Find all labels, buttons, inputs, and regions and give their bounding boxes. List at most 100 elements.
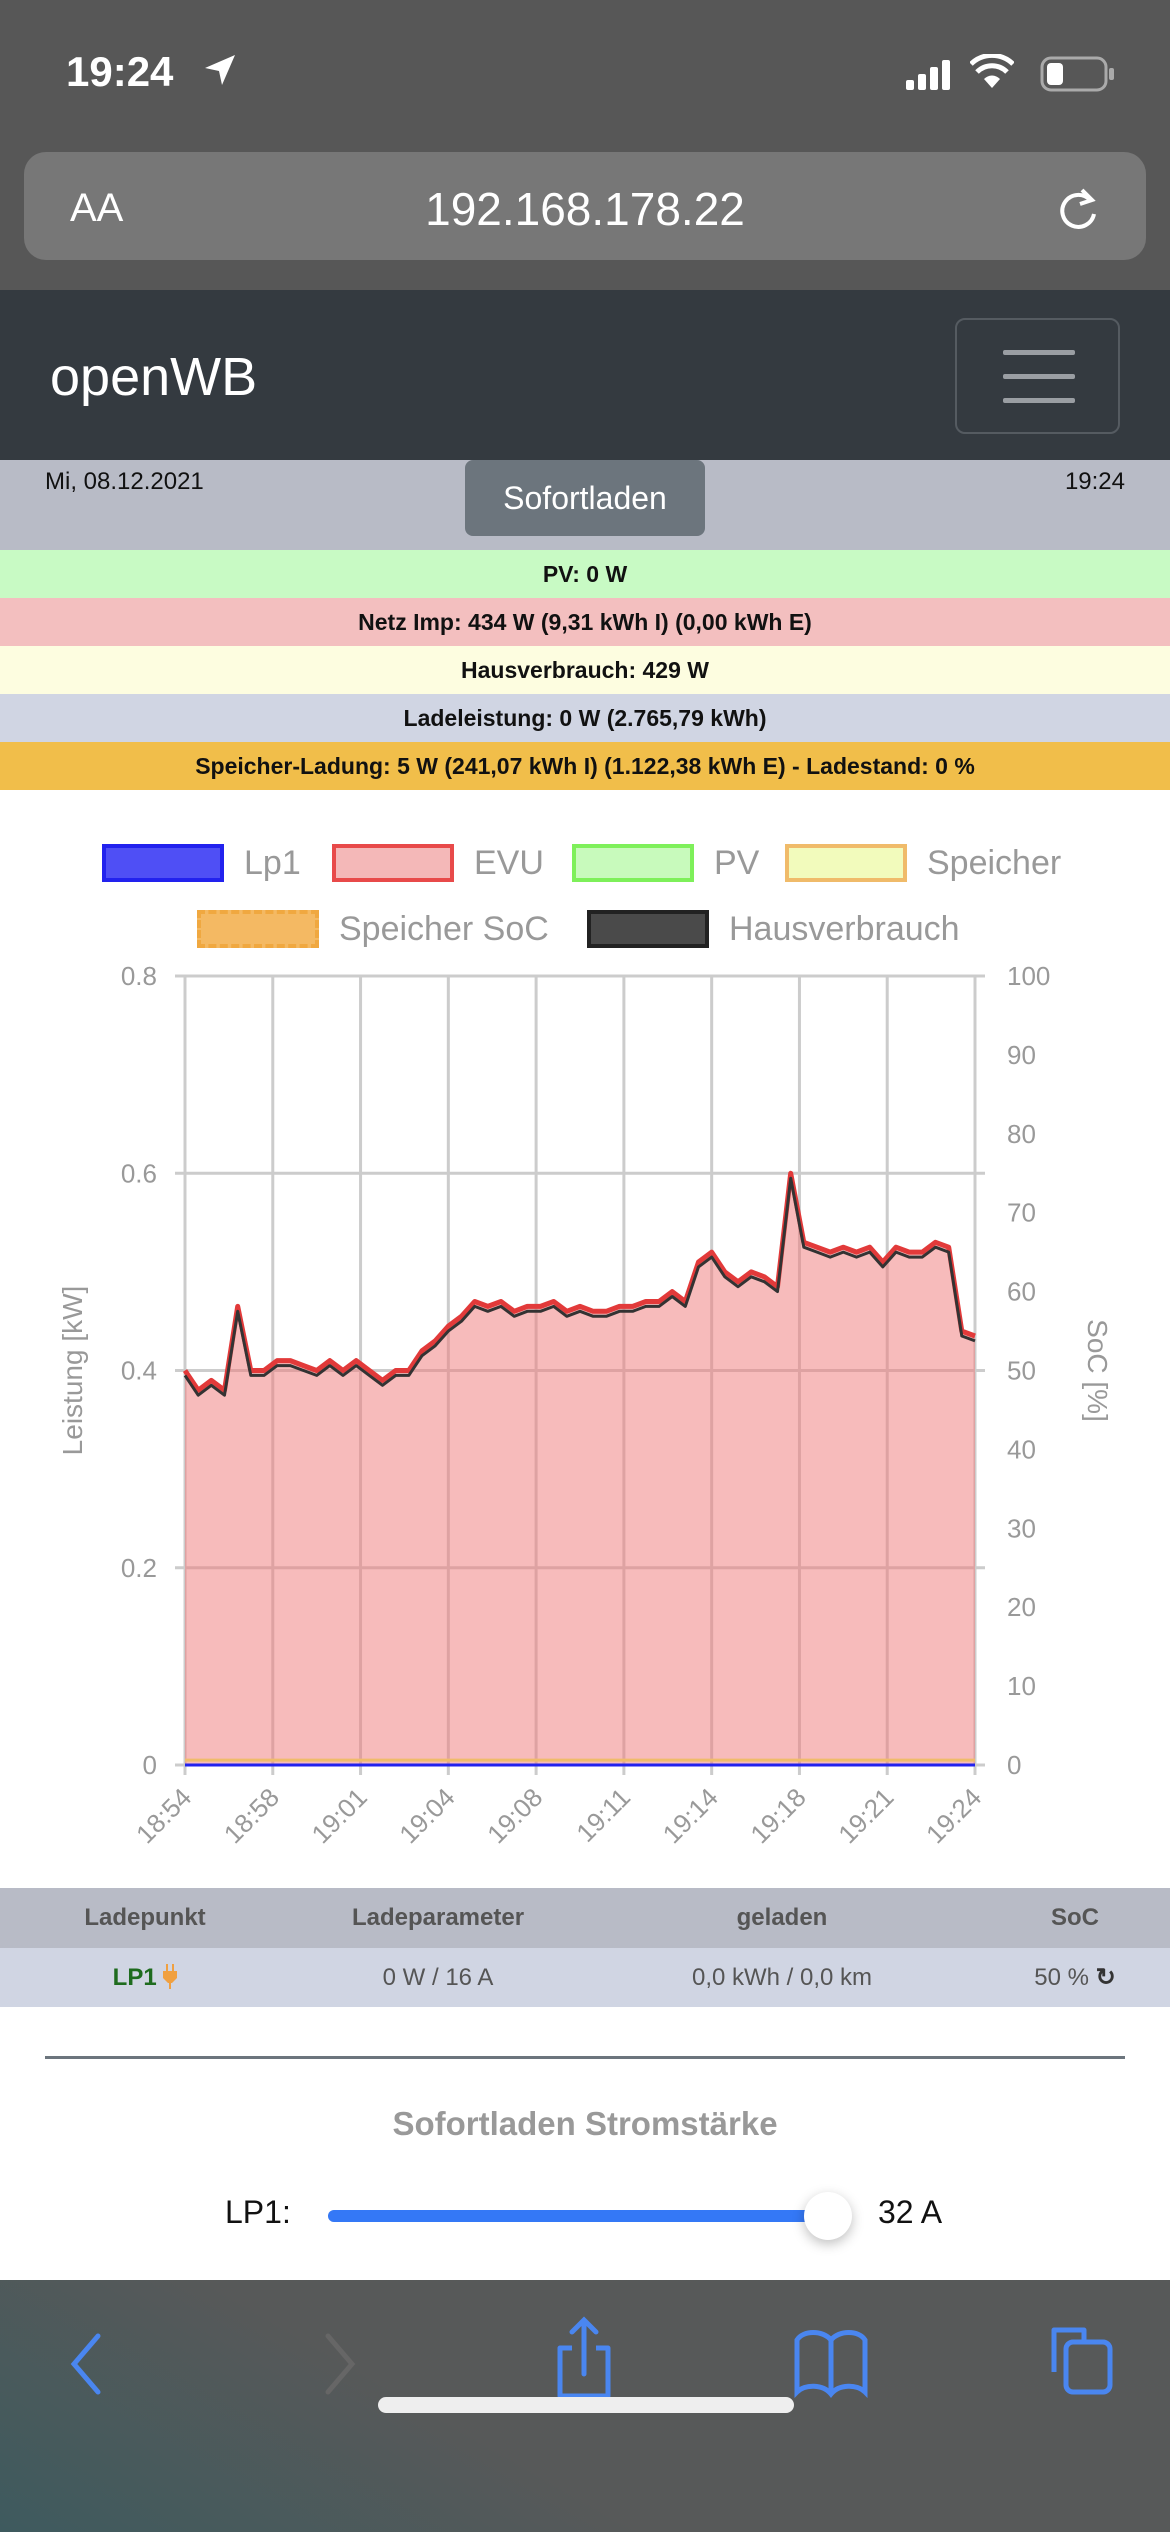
back-icon[interactable]	[66, 2332, 106, 2396]
mode-button[interactable]: Sofortladen	[465, 460, 705, 536]
hamburger-icon	[1003, 350, 1075, 355]
wifi-icon	[970, 54, 1014, 88]
current-slider[interactable]	[328, 2192, 852, 2240]
y2-tick-label: 50	[1007, 1356, 1036, 1386]
info-ladeleistung: Ladeleistung: 0 W (2.765,79 kWh)	[0, 694, 1170, 742]
y2-tick-label: 0	[1007, 1750, 1021, 1780]
sofortladen-title: Sofortladen Stromstärke	[392, 2105, 778, 2142]
y2-axis-title: SoC [%]	[1082, 1319, 1113, 1422]
info-speicher: Speicher-Ladung: 5 W (241,07 kWh I) (1.1…	[0, 742, 1170, 790]
legend-item-evu[interactable]: EVU	[332, 843, 544, 883]
x-tick-label: 19:08	[481, 1782, 548, 1849]
y2-tick-label: 40	[1007, 1434, 1036, 1464]
cell-ladepunkt: LP1	[45, 1948, 245, 2007]
y2-tick-label: 20	[1007, 1592, 1036, 1622]
cell-geladen: 0,0 kWh / 0,0 km	[691, 1964, 873, 1991]
col-header-soc: SoC	[1051, 1904, 1099, 1931]
hamburger-icon-line	[1003, 398, 1075, 403]
cell-soc: 50 % ↻	[975, 1948, 1170, 2007]
battery-icon	[1040, 56, 1114, 92]
home-indicator	[378, 2397, 794, 2413]
forward-icon[interactable]	[320, 2332, 360, 2396]
legend-swatch	[197, 910, 319, 948]
col-header-ladepunkt: Ladepunkt	[84, 1904, 206, 1931]
soc-value: 50 %	[1034, 1964, 1089, 1991]
header-time: 19:24	[1064, 468, 1125, 495]
y-tick-label: 0.2	[121, 1553, 157, 1583]
slider-label: LP1:	[225, 2194, 291, 2230]
table-row[interactable]: LP1 0 W / 16 A 0,0 kWh / 0,0 km 50 % ↻	[0, 1948, 1170, 2007]
plug-icon	[163, 1964, 178, 1989]
info-pv: PV: 0 W	[0, 550, 1170, 598]
reload-icon[interactable]	[1054, 184, 1102, 234]
y2-tick-label: 60	[1007, 1277, 1036, 1307]
slider-value: 32 A	[878, 2194, 943, 2230]
hamburger-icon-line	[1003, 374, 1075, 379]
status-bar: 19:24	[0, 0, 1170, 152]
legend-label: Speicher SoC	[339, 909, 549, 948]
legend-swatch	[587, 910, 709, 948]
y-axis-title: Leistung [kW]	[57, 1286, 88, 1456]
legend-label: EVU	[474, 843, 544, 882]
y-tick-label: 0	[143, 1750, 157, 1780]
y2-tick-label: 30	[1007, 1513, 1036, 1543]
legend-swatch	[572, 844, 694, 882]
y2-tick-label: 80	[1007, 1119, 1036, 1149]
legend-swatch	[102, 844, 224, 882]
url-text[interactable]: 192.168.178.22	[425, 183, 745, 235]
tabs-icon[interactable]	[1046, 2322, 1116, 2398]
info-netz: Netz Imp: 434 W (9,31 kWh I) (0,00 kWh E…	[0, 598, 1170, 646]
slider-thumb[interactable]	[804, 2192, 852, 2240]
lp-name[interactable]: LP1	[112, 1964, 157, 1991]
legend-item-hausverbrauch[interactable]: Hausverbrauch	[587, 909, 960, 949]
location-arrow-icon	[205, 55, 235, 85]
x-tick-label: 19:18	[744, 1782, 811, 1849]
legend-item-lp1[interactable]: Lp1	[102, 843, 301, 883]
share-icon[interactable]	[552, 2316, 616, 2400]
refresh-icon[interactable]: ↻	[1095, 1964, 1116, 1991]
table-header: Ladepunkt Ladeparameter geladen SoC	[0, 1888, 1170, 1948]
x-tick-label: 19:24	[920, 1782, 987, 1849]
legend-swatch	[332, 844, 454, 882]
col-header-geladen: geladen	[736, 1904, 828, 1931]
slider-fill	[328, 2210, 828, 2222]
x-tick-label: 19:21	[832, 1782, 899, 1849]
navbar: openWB	[0, 290, 1170, 460]
y-tick-label: 0.6	[121, 1158, 157, 1188]
legend-item-pv[interactable]: PV	[572, 843, 759, 883]
x-tick-label: 19:01	[306, 1782, 373, 1849]
area-evu	[185, 1173, 975, 1765]
x-tick-label: 18:58	[218, 1782, 285, 1849]
y2-tick-label: 100	[1007, 961, 1050, 991]
text-size-button[interactable]: AA	[70, 186, 124, 230]
x-tick-label: 19:11	[570, 1782, 636, 1848]
menu-toggle-button[interactable]	[955, 318, 1120, 434]
legend-label: Lp1	[244, 843, 301, 882]
power-chart: 18:54 18:58 19:01 19:04 19:08 19:11 19:14 19:18…	[57, 961, 1113, 1849]
x-tick-label: 19:14	[657, 1782, 724, 1849]
address-bar[interactable]: AA 192.168.178.22	[24, 152, 1146, 260]
legend-item-speicher[interactable]: Speicher	[785, 843, 1061, 883]
x-tick-label: 18:54	[130, 1782, 197, 1849]
info-hausverbrauch: Hausverbrauch: 429 W	[0, 646, 1170, 694]
date: Mi, 08.12.2021	[45, 468, 204, 495]
brand-logo[interactable]: openWB	[50, 347, 258, 407]
bookmarks-icon[interactable]	[793, 2326, 869, 2398]
header-bar: Mi, 08.12.2021 Sofortladen 19:24	[0, 460, 1170, 550]
y2-tick-label: 70	[1007, 1198, 1036, 1228]
signal-icon	[906, 60, 950, 90]
y-tick-label: 0.4	[121, 1356, 157, 1386]
y-tick-label: 0.8	[121, 961, 157, 991]
cell-ladeparameter: 0 W / 16 A	[382, 1964, 494, 1991]
legend-item-speicher-soc[interactable]: Speicher SoC	[197, 909, 549, 949]
col-header-ladeparameter: Ladeparameter	[351, 1904, 525, 1931]
legend-label: Hausverbrauch	[729, 909, 960, 948]
legend-label: Speicher	[927, 843, 1062, 882]
divider	[45, 2056, 1125, 2059]
y2-tick-label: 90	[1007, 1040, 1036, 1070]
y2-tick-label: 10	[1007, 1671, 1036, 1701]
browser-bar: AA 192.168.178.22	[0, 140, 1170, 290]
legend-label: PV	[714, 843, 760, 882]
x-tick-label: 19:04	[393, 1782, 460, 1849]
status-time: 19:24	[66, 48, 174, 95]
